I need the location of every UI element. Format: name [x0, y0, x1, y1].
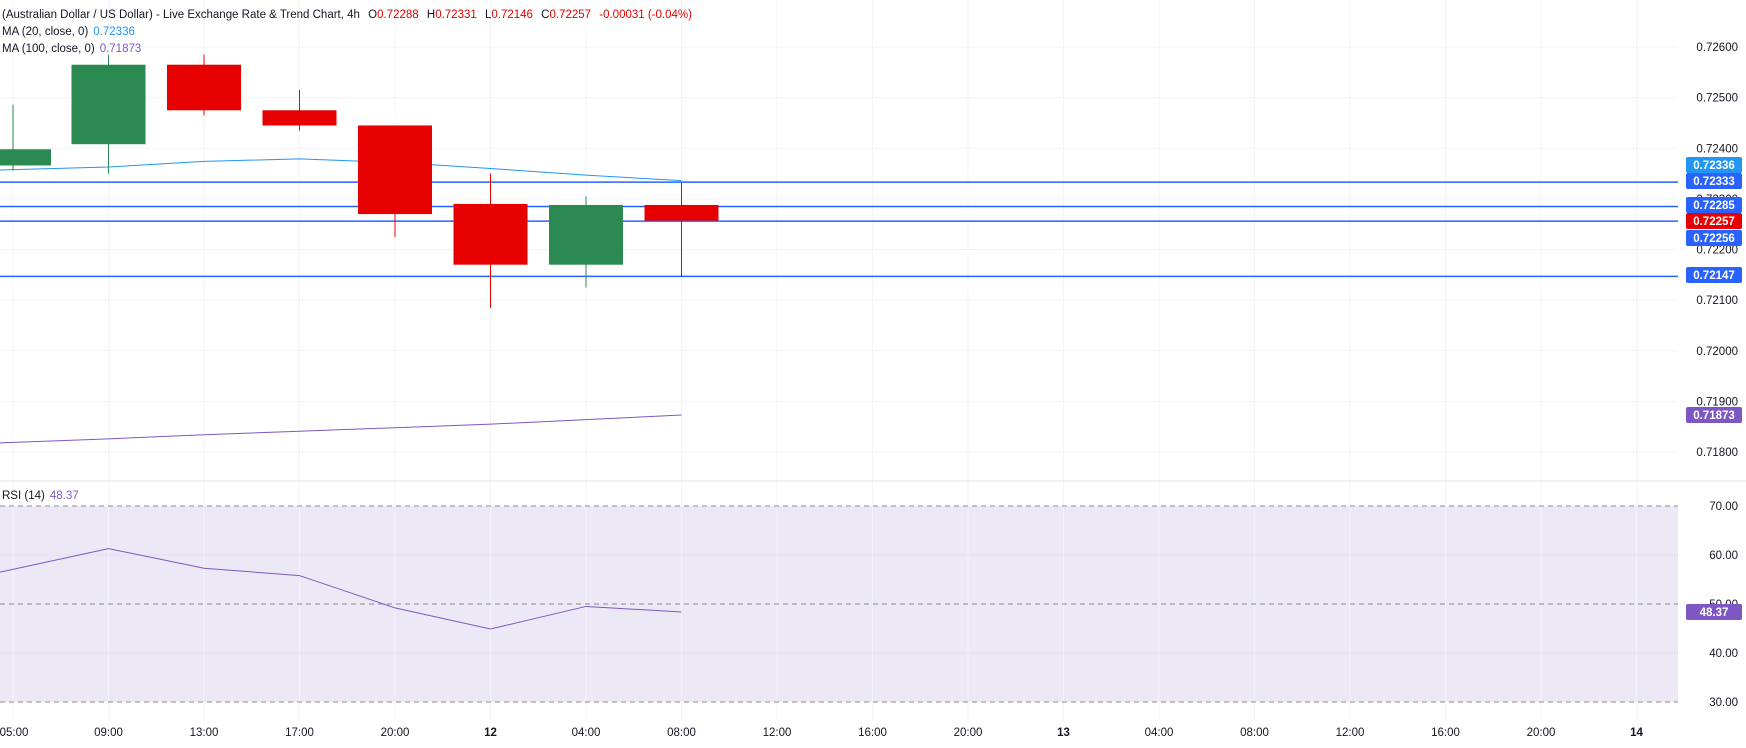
price-tick-label: 0.71900	[1696, 396, 1738, 408]
rsi-legend[interactable]: RSI (14) 48.37	[2, 488, 79, 504]
candle-body[interactable]	[71, 64, 146, 145]
price-tick-label: 0.72500	[1696, 93, 1738, 105]
price-badge-text: 0.72147	[1693, 270, 1735, 282]
price-badge-text: 48.37	[1700, 607, 1729, 619]
price-badge[interactable]: 0.72336	[1686, 157, 1742, 173]
candle-body[interactable]	[358, 125, 432, 215]
ma100-value: 0.71873	[99, 43, 142, 55]
candle-body[interactable]	[0, 149, 51, 166]
price-badge[interactable]: 0.72285	[1686, 197, 1742, 213]
rsi-label: RSI (14)	[2, 490, 45, 502]
rsi-tick-label: 70.00	[1709, 501, 1738, 513]
time-tick-label: 12	[484, 727, 497, 739]
time-tick-label: 16:00	[1431, 727, 1460, 739]
time-tick-label: 08:00	[1240, 727, 1269, 739]
price-badge-bg	[1686, 173, 1742, 189]
rsi-value: 48.37	[49, 490, 79, 502]
ohlc-open-label: O	[368, 9, 378, 21]
time-tick-label: 17:00	[285, 727, 314, 739]
ohlc-high-label: H	[426, 9, 436, 21]
price-badge-bg	[1686, 267, 1742, 283]
price-badge[interactable]: 0.72257	[1686, 213, 1742, 229]
price-tick-label: 0.72100	[1696, 295, 1738, 307]
ohlc-close-label: C	[541, 9, 550, 21]
ma100-label: MA (100, close, 0)	[2, 43, 95, 55]
candle-body[interactable]	[167, 64, 241, 111]
time-tick-label: 16:00	[858, 727, 887, 739]
time-tick-label: 20:00	[954, 727, 983, 739]
rsi-tick-label: 60.00	[1709, 550, 1738, 562]
time-tick-label: 20:00	[1527, 727, 1556, 739]
time-tick-label: 20:00	[381, 727, 410, 739]
price-badge-text: 0.71873	[1693, 410, 1735, 422]
time-tick-label: 08:00	[667, 727, 696, 739]
time-tick-label: 05:00	[0, 727, 28, 739]
symbol-title: (Australian Dollar / US Dollar) - Live E…	[2, 9, 360, 21]
candle-body[interactable]	[644, 204, 719, 221]
ohlc-low-value: 0.72146	[491, 9, 533, 21]
ma100-line[interactable]	[0, 414, 682, 444]
price-tick-label: 0.72600	[1696, 42, 1738, 54]
time-tick-label: 14	[1630, 727, 1643, 739]
ma20-label: MA (20, close, 0)	[2, 26, 89, 38]
ohlc-low-label: L	[484, 9, 492, 21]
candle-body[interactable]	[549, 204, 623, 265]
rsi-tick-label: 30.00	[1709, 697, 1738, 709]
time-tick-label: 13:00	[190, 727, 219, 739]
symbol-legend: (Australian Dollar / US Dollar) - Live E…	[2, 7, 692, 23]
price-badge[interactable]: 0.72147	[1686, 267, 1742, 283]
price-badge-bg	[1686, 213, 1742, 229]
candle-body[interactable]	[453, 203, 528, 265]
price-badge[interactable]: 0.72333	[1686, 173, 1742, 189]
ma100-legend[interactable]: MA (100, close, 0) 0.71873	[2, 41, 141, 57]
time-tick-label: 09:00	[94, 727, 123, 739]
price-badge-text: 0.72256	[1693, 233, 1735, 245]
price-tick-label: 0.72400	[1696, 143, 1738, 155]
rsi-tick-label: 40.00	[1709, 648, 1738, 660]
price-tick-label: 0.71800	[1696, 447, 1738, 459]
ohlc-high-value: 0.72331	[435, 9, 477, 21]
price-badge[interactable]: 0.71873	[1686, 407, 1742, 423]
price-badge-text: 0.72336	[1693, 160, 1735, 172]
time-tick-label: 04:00	[1145, 727, 1174, 739]
price-badge-text: 0.72257	[1693, 216, 1735, 228]
time-tick-label: 13	[1057, 727, 1070, 739]
price-badge-bg	[1686, 407, 1742, 423]
price-tick-label: 0.72200	[1696, 245, 1738, 257]
price-badge-text: 0.72285	[1693, 200, 1735, 212]
time-tick-label: 12:00	[1336, 727, 1365, 739]
ohlc-open-value: 0.72288	[377, 9, 419, 21]
price-badge-bg	[1686, 230, 1742, 246]
price-badge-bg	[1686, 157, 1742, 173]
time-tick-label: 12:00	[763, 727, 792, 739]
price-tick-label: 0.72000	[1696, 346, 1738, 358]
rsi-line[interactable]	[0, 548, 682, 630]
price-badge-bg	[1686, 603, 1742, 620]
candle-body[interactable]	[262, 110, 337, 126]
price-badge[interactable]: 0.72256	[1686, 230, 1742, 246]
price-badge-text: 0.72333	[1693, 176, 1735, 188]
ohlc-close-value: 0.72257	[549, 9, 592, 21]
ma20-line[interactable]	[0, 158, 682, 182]
ma20-legend[interactable]: MA (20, close, 0) 0.72336	[2, 24, 135, 40]
price-badge-bg	[1686, 197, 1742, 213]
rsi-badge[interactable]: 48.37	[1686, 603, 1742, 620]
ma20-value: 0.72336	[93, 26, 135, 38]
time-tick-label: 04:00	[572, 727, 601, 739]
change-value: -0.00031 (-0.04%)	[599, 9, 692, 21]
